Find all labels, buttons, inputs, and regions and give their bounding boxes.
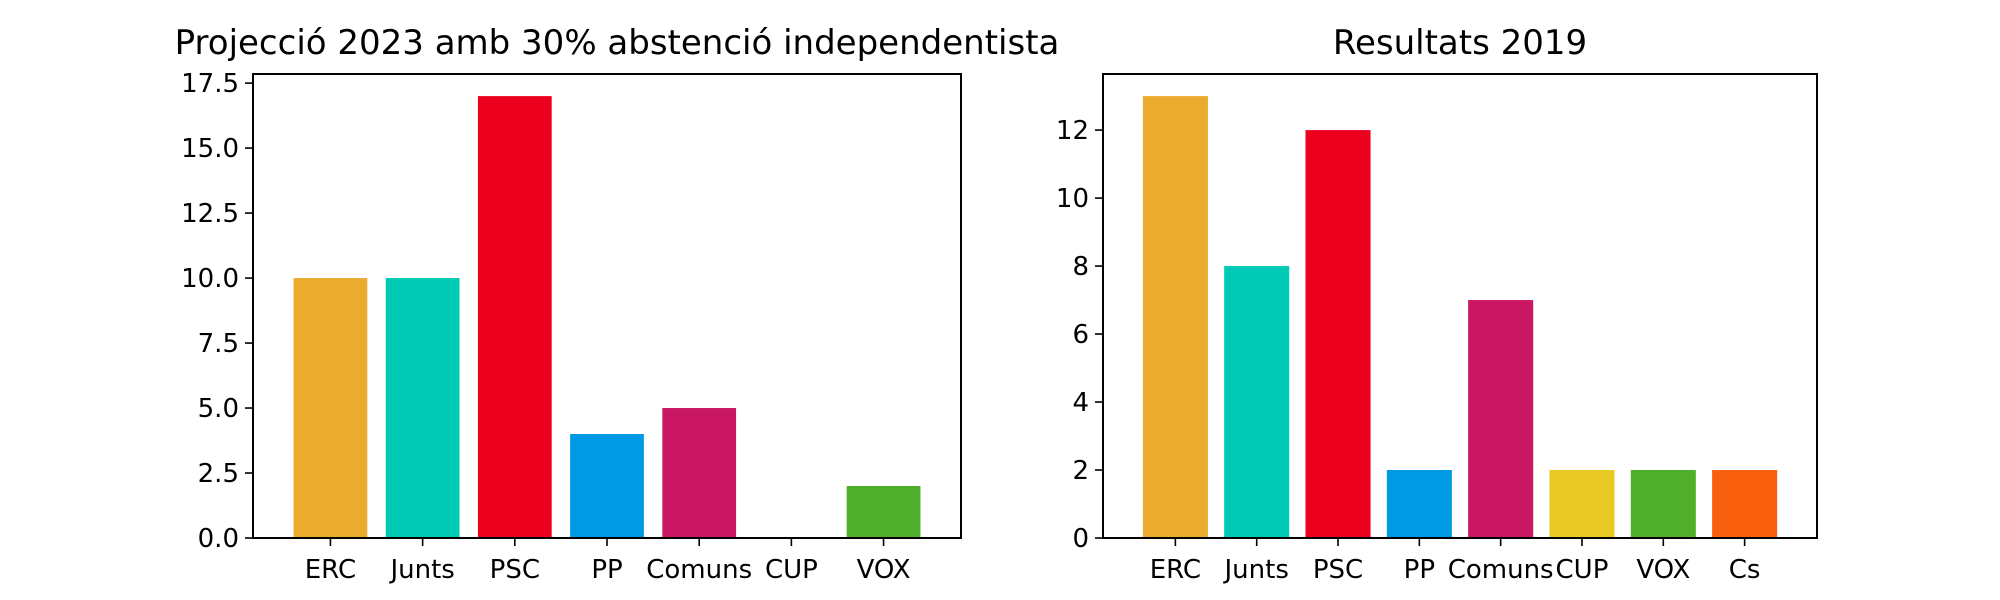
chart-right-y-tick-label: 6 (1072, 320, 1089, 350)
chart-right-y-tick-label: 2 (1072, 456, 1089, 486)
chart-right-bar-comuns (1468, 300, 1534, 538)
chart-left-x-tick-label: Junts (388, 555, 454, 585)
chart-right-y-tick-label: 4 (1072, 388, 1089, 418)
chart-left-x-tick-label: ERC (305, 555, 356, 585)
chart-right-title: Resultats 2019 (1333, 23, 1587, 63)
chart-right-bar-psc (1305, 130, 1371, 538)
chart-right-x-tick-label: PP (1404, 555, 1435, 585)
chart-left-bars (293, 96, 921, 538)
chart-right-y-axis: 0 2 4 6 8 10 12 (1056, 116, 1103, 554)
chart-left-y-tick-label: 15.0 (181, 134, 239, 164)
chart-right-x-tick-label: Cs (1729, 555, 1761, 585)
chart-right-x-tick-label: PSC (1313, 555, 1363, 585)
chart-right-bar-erc (1142, 96, 1208, 538)
chart-left-x-axis: ERC Junts PSC PP Comuns CUP VOX (305, 538, 911, 585)
chart-left-bar-psc (477, 96, 552, 538)
chart-left-x-tick-label: VOX (857, 555, 911, 585)
chart-right: Resultats 2019 0 2 4 6 8 10 12 ERC Junts PSC PP Co… (1056, 23, 1818, 585)
chart-right-bar-cs (1712, 470, 1778, 538)
chart-right-bar-vox (1630, 470, 1696, 538)
chart-right-bar-cup (1549, 470, 1615, 538)
chart-left-bar-pp (570, 434, 644, 538)
chart-left-y-tick-label: 10.0 (181, 264, 239, 294)
chart-right-x-tick-label: CUP (1556, 555, 1609, 585)
chart-right-y-tick-label: 12 (1056, 116, 1089, 146)
chart-left-bar-vox (846, 486, 921, 538)
chart-left-frame (252, 73, 962, 539)
chart-right-bars (1142, 96, 1778, 538)
chart-right-frame (1102, 73, 1818, 539)
chart-right-x-tick-label: Comuns (1448, 555, 1554, 585)
chart-left-x-tick-label: PSC (490, 555, 540, 585)
chart-left-y-tick-label: 2.5 (198, 459, 239, 489)
chart-left-bar-erc (293, 278, 368, 538)
chart-right-y-tick-label: 8 (1072, 252, 1089, 282)
chart-left-x-tick-label: Comuns (646, 555, 752, 585)
chart-right-x-tick-label: Junts (1223, 555, 1289, 585)
chart-right-y-tick-label: 10 (1056, 184, 1089, 214)
chart-right-x-axis: ERC Junts PSC PP Comuns CUP VOX Cs (1150, 538, 1761, 585)
chart-left-y-tick-label: 0.0 (198, 524, 239, 554)
chart-left-y-tick-label: 17.5 (181, 69, 239, 99)
chart-left-x-tick-label: CUP (765, 555, 818, 585)
chart-left-y-tick-label: 12.5 (181, 199, 239, 229)
chart-left-x-tick-label: PP (591, 555, 622, 585)
chart-left-y-axis: 0.0 2.5 5.0 7.5 10.0 12.5 15.0 17.5 (181, 69, 253, 554)
chart-right-x-tick-label: ERC (1150, 555, 1201, 585)
chart-left-bar-junts (385, 278, 460, 538)
chart-left-y-tick-label: 7.5 (198, 329, 239, 359)
chart-left-y-tick-label: 5.0 (198, 394, 239, 424)
chart-right-x-tick-label: VOX (1636, 555, 1690, 585)
chart-left-title: Projecció 2023 amb 30% abstenció indepen… (175, 23, 1060, 63)
chart-left-bar-comuns (662, 408, 737, 538)
chart-left: Projecció 2023 amb 30% abstenció indepen… (175, 23, 1060, 585)
chart-right-bar-junts (1224, 266, 1290, 538)
chart-right-bar-pp (1386, 470, 1452, 538)
chart-right-y-tick-label: 0 (1072, 524, 1089, 554)
